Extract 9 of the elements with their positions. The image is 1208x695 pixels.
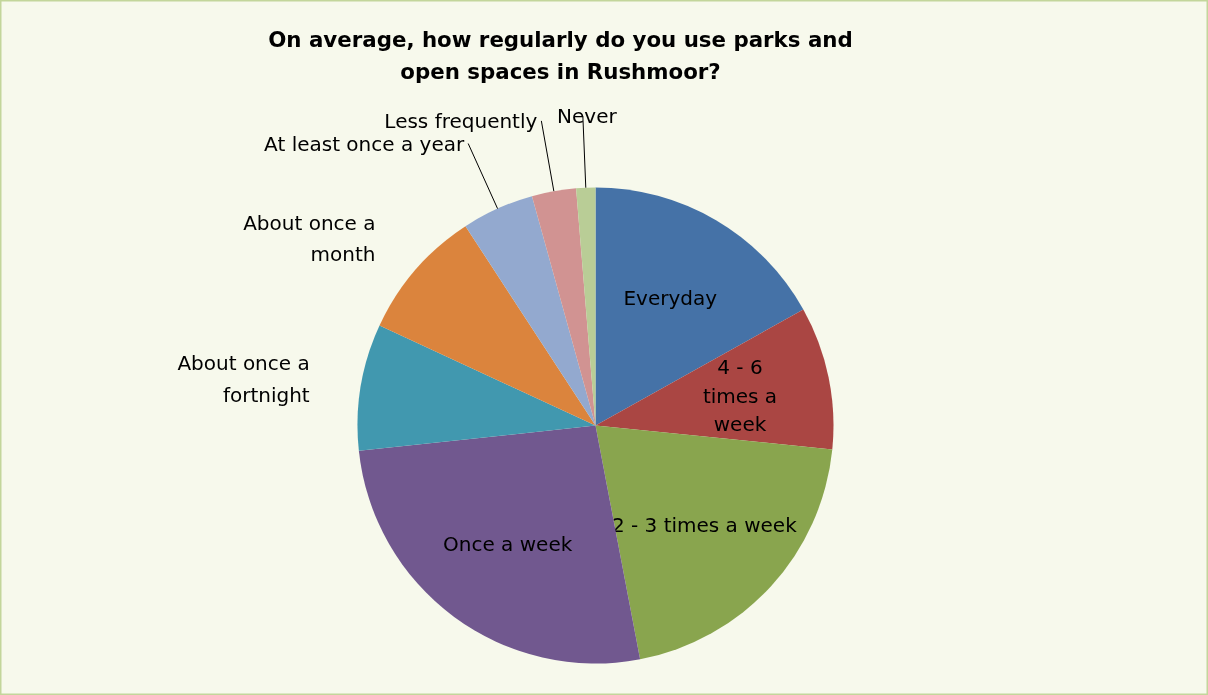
slice-label: Less frequently [384, 108, 538, 133]
slice-label: Everyday [623, 286, 718, 311]
slice-label: Never [557, 104, 618, 129]
slice-label: About once a fortnight [177, 351, 310, 407]
slice-label: At least once a year [264, 131, 465, 156]
slice-label: Once a week [443, 532, 573, 557]
slice-label: 4 - 6 times a week [702, 354, 778, 437]
slice-label: About once a month [243, 211, 376, 267]
chart-title: On average, how regularly do you use parks and open spaces in Rushmoor? [268, 26, 853, 85]
